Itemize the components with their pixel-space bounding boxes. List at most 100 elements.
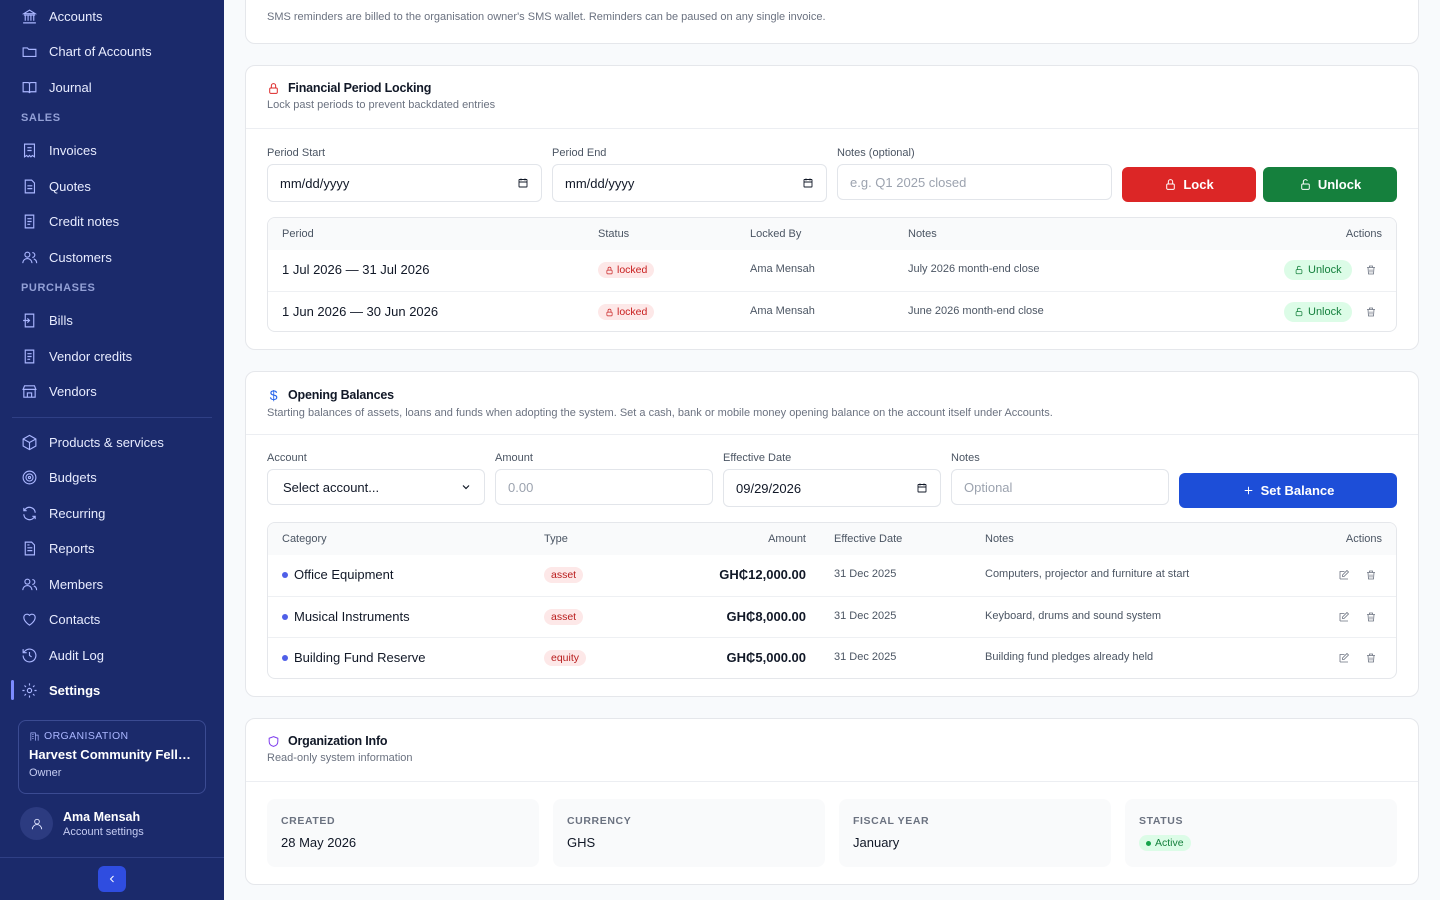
lock-button[interactable]: Lock: [1122, 167, 1256, 202]
status-badge: Active: [1139, 835, 1191, 851]
unlock-button[interactable]: Unlock: [1263, 167, 1397, 202]
store-icon: [22, 384, 37, 398]
unlock-icon: [1301, 179, 1310, 190]
dollar-icon: $: [269, 387, 278, 403]
chevron-left-icon: [109, 875, 114, 883]
history-icon: [22, 648, 37, 662]
sidebar-item-reports[interactable]: Reports: [12, 532, 212, 564]
sidebar-item-credit-notes[interactable]: Credit notes: [12, 205, 212, 237]
sidebar-item-bills[interactable]: Bills: [12, 304, 212, 336]
amount-cell: GH₵5,000.00: [726, 650, 807, 665]
target-icon: [22, 470, 37, 484]
avatar: [20, 807, 53, 840]
period-end-input[interactable]: mm/dd/yyyy: [552, 164, 827, 202]
sidebar-item-vendor-credits[interactable]: Vendor credits: [12, 340, 212, 372]
sidebar-item-chart-of-accounts[interactable]: Chart of Accounts: [12, 35, 212, 67]
sidebar-divider: [12, 417, 212, 418]
card-divider: [246, 128, 1418, 129]
edit-icon: [1339, 652, 1350, 663]
info-tile-fiscal-year: FISCAL YEAR January: [839, 799, 1111, 867]
date-cell: 31 Dec 2025: [834, 651, 897, 663]
sidebar-item-quotes[interactable]: Quotes: [12, 170, 212, 202]
delete-button[interactable]: [1365, 264, 1379, 278]
status-badge: locked: [598, 262, 655, 278]
effective-date-input[interactable]: 09/29/2026: [723, 469, 941, 507]
table-row: Musical Instruments asset GH₵8,000.00 31…: [268, 596, 1396, 637]
sidebar-item-accounts[interactable]: Accounts: [12, 0, 212, 32]
category-cell: Building Fund Reserve: [282, 650, 426, 665]
book-icon: [22, 81, 37, 93]
column-header: Actions: [1345, 533, 1382, 545]
lock-icon: [606, 308, 613, 316]
user-icon: [31, 818, 42, 829]
amount-input[interactable]: 0.00: [495, 469, 713, 505]
trash-icon: [1367, 653, 1375, 663]
delete-button[interactable]: [1365, 569, 1379, 583]
delete-button[interactable]: [1365, 652, 1379, 666]
delete-button[interactable]: [1365, 611, 1379, 625]
type-badge: asset: [544, 609, 584, 625]
column-header: Amount: [768, 533, 806, 545]
period-locking-subtitle: Lock past periods to prevent backdated e…: [267, 99, 496, 111]
opening-balances-subtitle: Starting balances of assets, loans and f…: [267, 407, 1053, 419]
users-icon: [22, 251, 38, 263]
balance-notes-input[interactable]: Optional: [951, 469, 1169, 505]
account-settings-link[interactable]: Account settings: [63, 825, 144, 838]
sidebar-item-products-services[interactable]: Products & services: [12, 426, 212, 458]
sidebar-item-contacts[interactable]: Contacts: [12, 603, 212, 635]
column-header: Status: [598, 228, 630, 240]
organization-info-card: Organization Info Read-only system infor…: [245, 718, 1419, 885]
delete-button[interactable]: [1365, 306, 1379, 320]
users-icon: [22, 578, 38, 590]
lock-icon: [606, 266, 613, 274]
opening-balances-card: $ Opening Balances Starting balances of …: [245, 371, 1419, 697]
category-dot: [282, 613, 288, 620]
folder-icon: [22, 46, 37, 57]
trash-icon: [1367, 570, 1375, 580]
category-dot: [282, 571, 288, 578]
organisation-label: ORGANISATION: [44, 730, 129, 742]
table-header: Category Type Amount Effective Date Note…: [268, 523, 1396, 555]
sidebar-item-audit-log[interactable]: Audit Log: [12, 639, 212, 671]
locked-periods-table: Period Status Locked By Notes Actions 1 …: [267, 217, 1397, 332]
table-row: Building Fund Reserve equity GH₵5,000.00…: [268, 637, 1396, 678]
sidebar-item-vendors[interactable]: Vendors: [12, 375, 212, 407]
edit-button[interactable]: [1338, 652, 1352, 666]
user-account-row[interactable]: Ama Mensah Account settings: [20, 807, 144, 840]
account-select[interactable]: Select account...: [267, 469, 485, 505]
sidebar-item-recurring[interactable]: Recurring: [12, 497, 212, 529]
building-icon: [30, 731, 39, 741]
edit-button[interactable]: [1338, 569, 1352, 583]
edit-button[interactable]: [1338, 611, 1352, 625]
trash-icon: [1367, 265, 1375, 275]
organisation-card[interactable]: ORGANISATION Harvest Community Fello... …: [18, 720, 206, 794]
period-start-input[interactable]: mm/dd/yyyy: [267, 164, 542, 202]
set-balance-button[interactable]: Set Balance: [1179, 473, 1397, 508]
row-unlock-button[interactable]: Unlock: [1284, 302, 1352, 322]
trash-icon: [1367, 307, 1375, 317]
sidebar-item-journal[interactable]: Journal: [12, 71, 212, 103]
edit-icon: [1339, 611, 1350, 622]
collapse-sidebar-button[interactable]: [98, 866, 126, 892]
column-header: Category: [282, 533, 327, 545]
column-header: Type: [544, 533, 568, 545]
report-icon: [24, 541, 36, 555]
receipt-icon: [23, 143, 36, 158]
lock-notes-label: Notes (optional): [837, 147, 915, 159]
sidebar-item-settings[interactable]: Settings: [11, 674, 212, 706]
sidebar-item-invoices[interactable]: Invoices: [12, 134, 212, 166]
sidebar-item-customers[interactable]: Customers: [12, 241, 212, 273]
sidebar: Accounts Chart of Accounts Journal SALES…: [0, 0, 224, 900]
organization-info-subtitle: Read-only system information: [267, 752, 413, 764]
lock-notes-input[interactable]: e.g. Q1 2025 closed: [837, 164, 1112, 200]
trash-icon: [1367, 612, 1375, 622]
row-unlock-button[interactable]: Unlock: [1284, 260, 1352, 280]
info-tile-created: CREATED 28 May 2026: [267, 799, 539, 867]
category-cell: Office Equipment: [282, 567, 393, 582]
table-row: 1 Jul 2026 — 31 Jul 2026 locked Ama Mens…: [268, 250, 1396, 291]
sidebar-item-members[interactable]: Members: [12, 568, 212, 600]
period-cell: 1 Jun 2026 — 30 Jun 2026: [282, 304, 439, 319]
document-icon: [24, 214, 35, 228]
table-row: 1 Jun 2026 — 30 Jun 2026 locked Ama Mens…: [268, 291, 1396, 331]
sidebar-item-budgets[interactable]: Budgets: [12, 461, 212, 493]
